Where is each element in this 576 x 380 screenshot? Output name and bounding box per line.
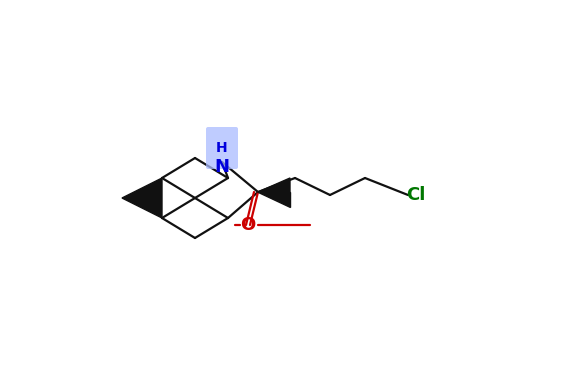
Text: H: H bbox=[216, 141, 228, 155]
Polygon shape bbox=[122, 178, 162, 218]
Text: N: N bbox=[214, 158, 229, 176]
Polygon shape bbox=[258, 192, 290, 207]
FancyBboxPatch shape bbox=[206, 127, 238, 169]
Text: Cl: Cl bbox=[406, 186, 426, 204]
Text: O: O bbox=[240, 216, 256, 234]
Polygon shape bbox=[258, 178, 290, 192]
